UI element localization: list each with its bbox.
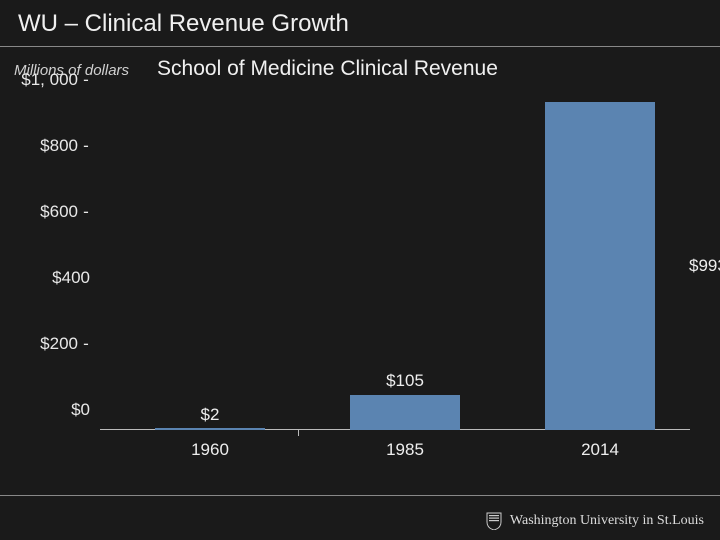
y-tick: $1, 000-	[20, 70, 90, 90]
y-tick: $0	[20, 400, 90, 420]
bar-chart: $0$200-$400$600-$800-$1, 000-$21960$1051…	[20, 100, 700, 470]
university-logo: Washington University in St.Louis	[486, 512, 704, 530]
subtitle-row: Millions of dollars School of Medicine C…	[0, 47, 720, 81]
bar	[155, 428, 265, 430]
y-tick-label: $800	[40, 136, 78, 155]
x-tick-label: 2014	[540, 440, 660, 460]
x-tick-label: 1960	[150, 440, 270, 460]
logo-text: Washington University in St.Louis	[510, 513, 704, 529]
y-tick-dash: -	[82, 136, 90, 156]
bar	[350, 395, 460, 430]
footer-divider	[0, 495, 720, 496]
slide: WU – Clinical Revenue Growth Millions of…	[0, 0, 720, 540]
y-tick: $600-	[20, 202, 90, 222]
x-axis-tick	[298, 430, 299, 436]
y-tick: $400	[20, 268, 90, 288]
y-tick-dash: -	[82, 70, 90, 90]
page-title: WU – Clinical Revenue Growth	[18, 10, 720, 38]
title-bar: WU – Clinical Revenue Growth	[0, 0, 720, 47]
plot-area: $0$200-$400$600-$800-$1, 000-$21960$1051…	[100, 100, 690, 430]
y-tick-label: $200	[40, 334, 78, 353]
bar-value-label: $2	[150, 405, 270, 425]
y-tick-label: $1, 000	[21, 70, 78, 89]
y-tick-dash: -	[82, 334, 90, 354]
y-tick: $800-	[20, 136, 90, 156]
bar-value-label: $105	[345, 371, 465, 391]
y-tick-label: $600	[40, 202, 78, 221]
bar	[545, 102, 655, 430]
y-tick-label: $400	[52, 268, 90, 287]
shield-icon	[486, 512, 502, 530]
y-tick-label: $0	[71, 400, 90, 419]
chart-title: School of Medicine Clinical Revenue	[157, 57, 498, 81]
y-tick: $200-	[20, 334, 90, 354]
bar-value-label: $993	[689, 256, 720, 276]
x-tick-label: 1985	[345, 440, 465, 460]
y-tick-dash: -	[82, 202, 90, 222]
